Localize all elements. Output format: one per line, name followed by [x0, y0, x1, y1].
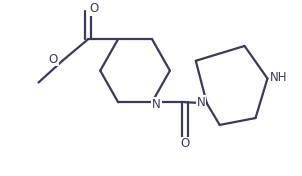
Text: NH: NH	[270, 71, 288, 84]
Text: O: O	[49, 52, 58, 65]
Text: N: N	[197, 96, 206, 109]
Text: O: O	[90, 2, 99, 15]
Text: N: N	[152, 98, 161, 111]
Text: O: O	[180, 137, 189, 150]
